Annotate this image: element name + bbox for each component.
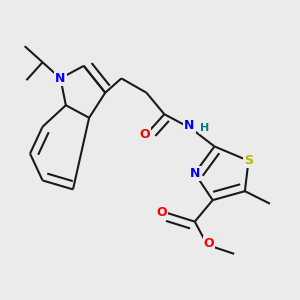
Text: N: N [184, 119, 195, 132]
Text: O: O [204, 237, 214, 250]
Text: O: O [157, 206, 167, 219]
Text: H: H [200, 123, 209, 133]
Text: N: N [55, 72, 66, 85]
Text: S: S [244, 154, 253, 167]
Text: N: N [190, 167, 200, 180]
Text: O: O [139, 128, 150, 142]
